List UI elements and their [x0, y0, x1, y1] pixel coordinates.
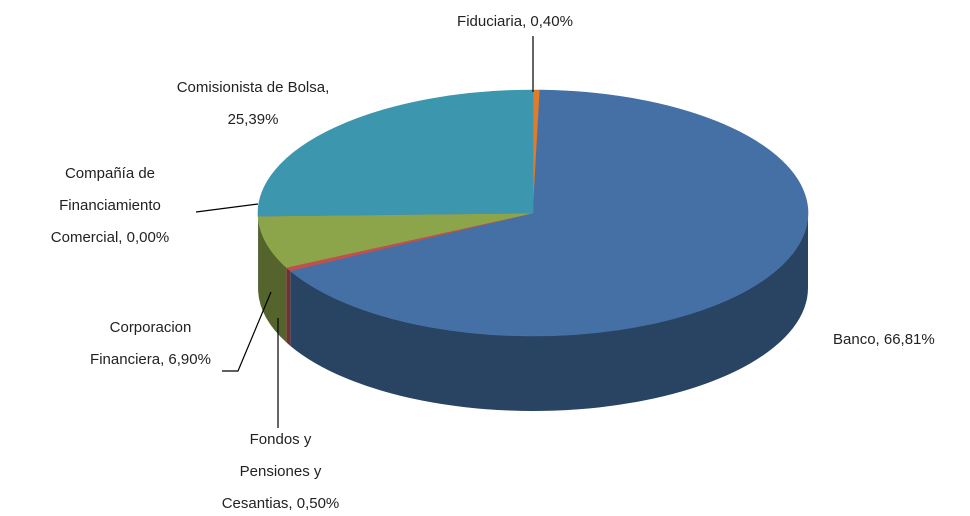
data-label: Fiduciaria, 0,40% [457, 13, 573, 30]
slice [257, 89, 534, 217]
data-label: Comisionista de Bolsa, 25,39% [176, 79, 330, 128]
slice [257, 212, 534, 268]
slice-side [290, 213, 809, 411]
leader-line [195, 203, 259, 213]
slice [289, 89, 809, 337]
data-label: Banco, 66,81% [833, 331, 935, 348]
data-label: Corporacion Financiera, 6,90% [90, 319, 211, 368]
data-label: Compañía de Financiamiento Comercial, 0,… [50, 165, 170, 246]
slice-side [258, 216, 287, 343]
leader-line [222, 291, 272, 372]
slice-side [286, 267, 291, 346]
data-label: Fondos y Pensiones y Cesantias, 0,50% [221, 431, 340, 512]
